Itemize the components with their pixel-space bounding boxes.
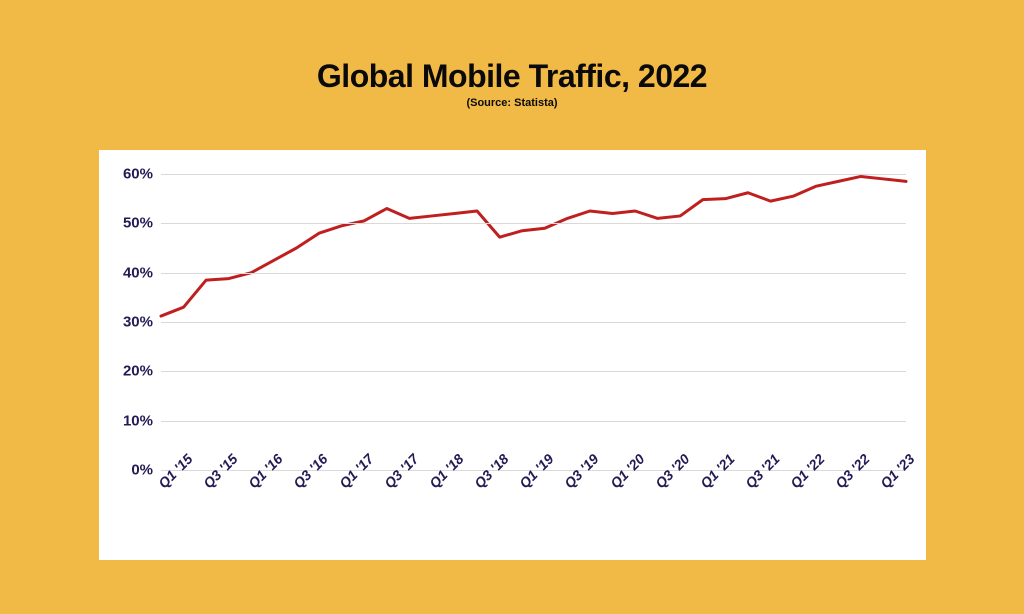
gridline bbox=[161, 322, 906, 323]
chart-subtitle: (Source: Statista) bbox=[0, 97, 1024, 109]
chart-title: Global Mobile Traffic, 2022 bbox=[0, 58, 1024, 95]
y-tick-label: 0% bbox=[131, 462, 153, 479]
gridline bbox=[161, 421, 906, 422]
chart-card: 0%10%20%30%40%50%60%Q1 '15Q3 '15Q1 '16Q3… bbox=[99, 150, 926, 560]
canvas: Global Mobile Traffic, 2022 (Source: Sta… bbox=[0, 0, 1024, 614]
data-line bbox=[161, 176, 906, 316]
y-tick-label: 50% bbox=[123, 215, 153, 232]
gridline bbox=[161, 273, 906, 274]
y-tick-label: 40% bbox=[123, 264, 153, 281]
gridline bbox=[161, 223, 906, 224]
plot-area: 0%10%20%30%40%50%60%Q1 '15Q3 '15Q1 '16Q3… bbox=[161, 174, 906, 470]
y-tick-label: 30% bbox=[123, 314, 153, 331]
title-block: Global Mobile Traffic, 2022 (Source: Sta… bbox=[0, 0, 1024, 109]
gridline bbox=[161, 174, 906, 175]
y-tick-label: 60% bbox=[123, 166, 153, 183]
y-tick-label: 20% bbox=[123, 363, 153, 380]
gridline bbox=[161, 371, 906, 372]
y-tick-label: 10% bbox=[123, 412, 153, 429]
